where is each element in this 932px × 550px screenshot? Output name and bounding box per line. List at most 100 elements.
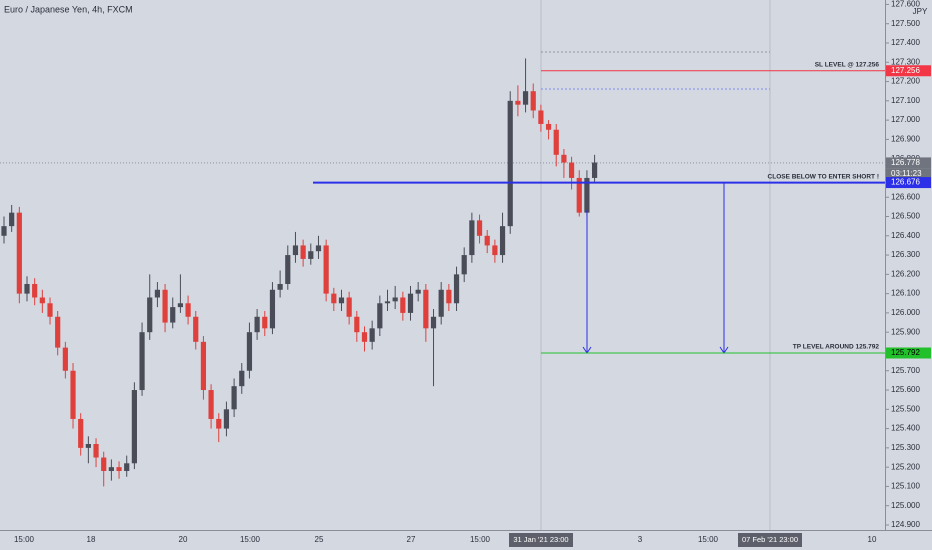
y-tick-label: 125.300 (891, 443, 920, 452)
candle-body (139, 332, 145, 391)
candle-body (9, 212, 15, 227)
candle-body (269, 289, 276, 329)
x-tick-label: 15:00 (14, 535, 35, 544)
candle-body (530, 91, 536, 111)
price-tag-label: 03:11:23 (891, 169, 922, 178)
candle-body (147, 297, 153, 333)
price-tag (886, 65, 931, 77)
candle-body (277, 283, 283, 290)
y-tick-label: 125.500 (891, 404, 920, 413)
candle-body (492, 245, 498, 256)
candle-body (361, 332, 368, 342)
candle-body (392, 297, 398, 302)
candle-body (515, 100, 521, 105)
x-tick-label: 20 (179, 535, 188, 544)
candle-body (568, 162, 575, 178)
candle-body (522, 91, 529, 105)
candle-body (476, 220, 483, 236)
candle-body (354, 316, 360, 333)
plot (0, 58, 885, 487)
candle-body (369, 328, 375, 342)
x-highlight (509, 533, 573, 547)
y-tick-label: 126.300 (891, 250, 920, 259)
candle-body (315, 245, 322, 252)
candle-body (415, 289, 421, 294)
candle-body (108, 467, 114, 472)
candle-body (216, 418, 222, 429)
price-tag-label: 127.256 (891, 66, 920, 75)
level-text: SL LEVEL @ 127.256 (815, 61, 880, 68)
candle-body (453, 274, 460, 304)
candle-body (208, 390, 214, 419)
y-tick-label: 127.600 (891, 0, 920, 9)
candle-body (346, 297, 352, 317)
candle-body (154, 289, 160, 298)
y-tick-label: 125.100 (891, 482, 920, 491)
candle-body (177, 303, 184, 308)
candle-body (484, 235, 490, 246)
candle-body (538, 110, 544, 124)
candle-body (185, 303, 191, 317)
y-tick-label: 127.200 (891, 77, 920, 86)
candle-body (292, 245, 299, 256)
candle-body (32, 283, 38, 298)
price-tag-label: 126.778 (891, 158, 920, 167)
candle-body (131, 390, 137, 464)
y-tick-label: 125.700 (891, 366, 920, 375)
chart-title: Euro / Japanese Yen, 4h, FXCM (4, 4, 133, 14)
y-tick-label: 126.200 (891, 269, 920, 278)
candle-body (407, 293, 414, 313)
candle-body (323, 245, 329, 294)
y-tick-label: 126.000 (891, 308, 920, 317)
candle-body (223, 409, 230, 429)
candle-body (308, 251, 314, 259)
y-tick-label: 126.100 (891, 289, 920, 298)
candle-body (24, 283, 30, 294)
candle-body (124, 463, 130, 472)
x-highlight (738, 533, 802, 547)
candle-body (499, 226, 506, 256)
candle-body (285, 255, 291, 284)
price-tag (886, 157, 931, 169)
candle-body (200, 341, 207, 391)
x-tick-label: 15:00 (470, 535, 491, 544)
price-tag-label: 125.792 (891, 348, 920, 357)
y-tick-label: 127.000 (891, 115, 920, 124)
y-tick-label: 125.600 (891, 385, 920, 394)
candle-body (39, 297, 45, 304)
candle-body (93, 444, 99, 458)
y-tick-label: 125.400 (891, 424, 920, 433)
candle-body (561, 154, 567, 163)
y-tick-label: 125.900 (891, 327, 920, 336)
price-tag (886, 177, 931, 189)
candle-body (16, 212, 22, 294)
candle-body (469, 220, 475, 256)
x-tick-label: 15:00 (698, 535, 719, 544)
candle-body (377, 303, 383, 329)
price-tag (886, 347, 931, 359)
currency: JPY (913, 7, 928, 16)
x-tick-label: 31 Jan '21 23:00 (513, 535, 568, 544)
candle-body (384, 301, 391, 304)
y-tick-label: 125.000 (891, 501, 920, 510)
candle-body (338, 297, 345, 304)
candle-body (438, 289, 444, 317)
level-text: CLOSE BELOW TO ENTER SHORT ! (768, 173, 879, 180)
candle-body (254, 316, 260, 333)
level-text: TP LEVEL AROUND 125.792 (793, 344, 880, 351)
price-tag-label: 126.676 (891, 178, 920, 187)
y-tick-label: 126.400 (891, 231, 920, 240)
candle-body (62, 347, 68, 371)
y-tick-label: 124.900 (891, 520, 920, 529)
x-tick-label: 3 (638, 535, 643, 544)
candle-body (162, 289, 168, 323)
candle-body (193, 316, 199, 342)
candle-body (461, 255, 467, 275)
candle-body (170, 307, 176, 323)
candle-body (47, 303, 53, 317)
candle-body (423, 289, 429, 329)
candle-body (78, 418, 84, 448)
candle-body (331, 293, 337, 304)
